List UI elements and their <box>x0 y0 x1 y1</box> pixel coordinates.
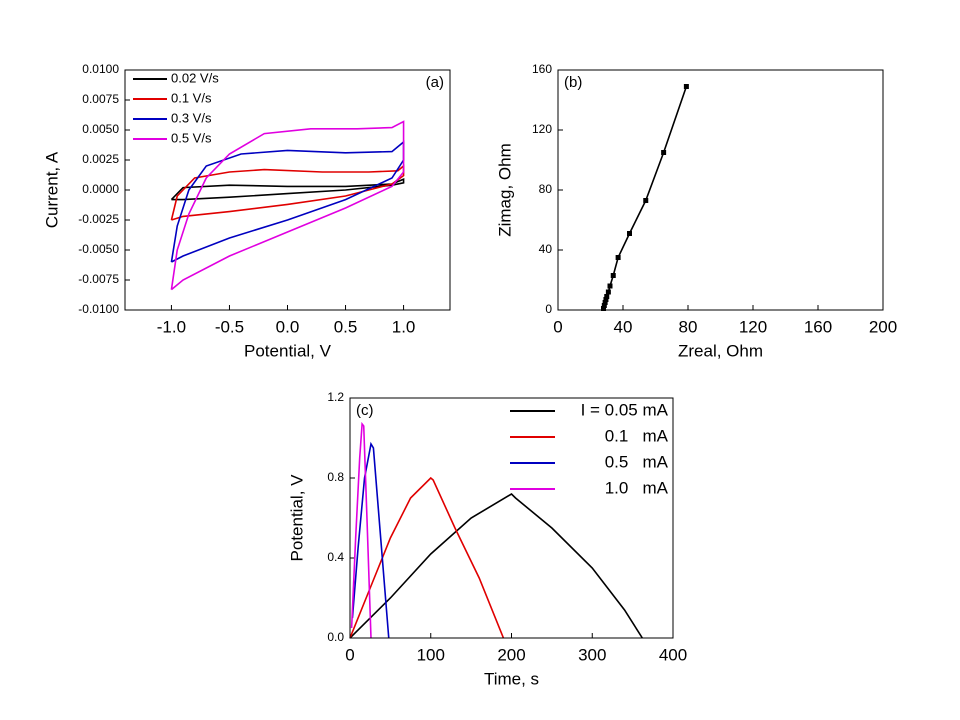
series-line <box>350 421 372 639</box>
x-tick-label: 100 <box>417 645 445 664</box>
series-line <box>349 492 643 639</box>
series-line <box>170 140 405 263</box>
x-tick-label: -0.5 <box>215 317 244 336</box>
panel-label: (a) <box>426 74 444 91</box>
y-tick-label: 40 <box>539 242 553 256</box>
series-line <box>602 86 688 309</box>
y-tick-label: 0.8 <box>327 470 344 484</box>
y-tick-label: 120 <box>532 122 552 136</box>
x-tick-label: 1.0 <box>392 317 416 336</box>
plot-frame <box>557 69 884 311</box>
y-tick-label: 0 <box>545 302 552 316</box>
legend-label: 0.5 mA <box>605 452 669 471</box>
series-line <box>349 476 505 639</box>
series-line <box>351 441 390 639</box>
y-axis-label: Current, A <box>42 151 61 228</box>
data-point <box>683 84 689 89</box>
y-tick-label: 0.0050 <box>82 122 119 136</box>
legend-label: 1.0 mA <box>605 478 669 497</box>
x-axis-label: Time, s <box>484 669 539 688</box>
panel-label: (c) <box>356 402 374 419</box>
y-tick-label: 0.0025 <box>82 152 119 166</box>
x-axis-label: Potential, V <box>244 341 332 360</box>
y-tick-label: -0.0050 <box>78 242 119 256</box>
data-point <box>602 300 608 305</box>
plot-frame <box>349 397 674 639</box>
data-point <box>603 297 609 302</box>
x-tick-label: 200 <box>869 317 897 336</box>
x-tick-label: 200 <box>497 645 525 664</box>
series-line <box>170 120 405 291</box>
y-tick-label: -0.0100 <box>78 302 119 316</box>
x-tick-label: 120 <box>739 317 767 336</box>
x-tick-label: -1.0 <box>157 317 186 336</box>
y-tick-label: -0.0025 <box>78 212 119 226</box>
y-tick-label: 80 <box>539 182 553 196</box>
x-tick-label: 160 <box>804 317 832 336</box>
data-point <box>601 303 607 308</box>
panel-label: (b) <box>564 74 582 91</box>
series-line <box>170 164 405 221</box>
series-line <box>170 178 405 201</box>
legend-label: 0.5 V/s <box>171 130 212 145</box>
y-tick-label: 0.0 <box>327 630 344 644</box>
y-tick-label: 0.0075 <box>82 92 119 106</box>
y-tick-label: 0.4 <box>327 550 344 564</box>
y-tick-label: 160 <box>532 62 552 76</box>
legend-label: 0.02 V/s <box>171 70 219 85</box>
data-point <box>661 150 667 155</box>
y-tick-label: -0.0075 <box>78 272 119 286</box>
data-point <box>605 289 611 295</box>
x-axis-label: Zreal, Ohm <box>678 341 763 360</box>
data-point <box>615 255 621 260</box>
y-tick-label: 0.0000 <box>82 182 119 196</box>
legend-label: I = 0.05 mA <box>581 400 669 419</box>
data-point <box>604 294 610 299</box>
x-tick-label: 0 <box>345 645 354 664</box>
plot-frame <box>124 69 451 311</box>
x-tick-label: 0.0 <box>276 317 300 336</box>
x-tick-label: 300 <box>578 645 606 664</box>
y-axis-label: Potential, V <box>287 474 306 562</box>
data-point <box>610 273 616 278</box>
data-point <box>601 306 606 311</box>
legend-label: 0.1 mA <box>605 426 669 445</box>
legend-label: 0.1 V/s <box>171 90 212 105</box>
x-tick-label: 80 <box>679 317 698 336</box>
x-tick-label: 0 <box>553 317 562 336</box>
y-tick-label: 1.2 <box>327 390 344 404</box>
x-tick-label: 40 <box>614 317 633 336</box>
x-tick-label: 0.5 <box>334 317 358 336</box>
y-tick-label: 0.0100 <box>82 62 119 76</box>
legend-label: 0.3 V/s <box>171 110 212 125</box>
x-tick-label: 400 <box>659 645 687 664</box>
data-point <box>607 283 613 289</box>
y-axis-label: Zimag, Ohm <box>495 143 514 237</box>
data-point <box>643 198 649 203</box>
data-point <box>627 231 632 236</box>
